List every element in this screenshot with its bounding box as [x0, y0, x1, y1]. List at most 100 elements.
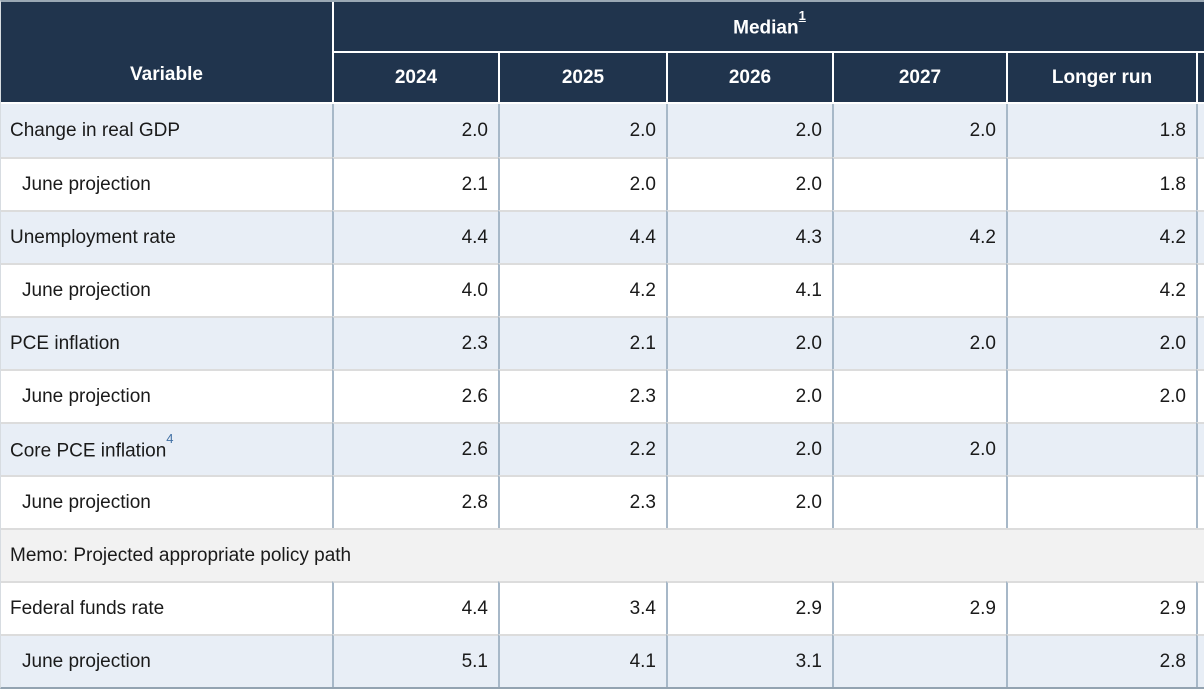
cell-longer-run: 1.8 [1006, 104, 1196, 157]
cropped-next-column-cell [1196, 210, 1204, 263]
cell-2025: 2.1 [498, 316, 666, 369]
cell-longer-run: 2.9 [1006, 581, 1196, 634]
cell-2027 [832, 369, 1006, 422]
row-core-pce-inflation: Core PCE inflation4 2.6 2.2 2.0 2.0 [1, 422, 1204, 475]
cell-2027: 2.0 [832, 422, 1006, 475]
cell-longer-run [1006, 475, 1196, 528]
table-body: Change in real GDP 2.0 2.0 2.0 2.0 1.8 J… [1, 104, 1204, 687]
cell-2025: 4.4 [498, 210, 666, 263]
cropped-next-column-cell [1196, 316, 1204, 369]
cropped-next-column-cell [1196, 422, 1204, 475]
cell-2024: 2.1 [332, 157, 498, 210]
cell-2027 [832, 475, 1006, 528]
cell-2025: 2.2 [498, 422, 666, 475]
row-pce-inflation-june: June projection 2.6 2.3 2.0 2.0 [1, 369, 1204, 422]
cell-2027: 4.2 [832, 210, 1006, 263]
cell-longer-run: 2.0 [1006, 369, 1196, 422]
cell-2027 [832, 634, 1006, 687]
cell-2026: 2.0 [666, 475, 832, 528]
cell-2027: 2.0 [832, 104, 1006, 157]
cell-longer-run: 2.8 [1006, 634, 1196, 687]
cell-2025: 4.2 [498, 263, 666, 316]
group-header-row: Variable Median1 [1, 2, 1204, 104]
cell-longer-run: 4.2 [1006, 263, 1196, 316]
variable-label: Federal funds rate [1, 581, 332, 634]
variable-label: PCE inflation [1, 316, 332, 369]
median-group-label: Median [733, 17, 799, 39]
row-unemployment-june: June projection 4.0 4.2 4.1 4.2 [1, 263, 1204, 316]
variable-column-header: Variable [1, 2, 332, 104]
row-gdp: Change in real GDP 2.0 2.0 2.0 2.0 1.8 [1, 104, 1204, 157]
memo-label: Memo: Projected appropriate policy path [1, 528, 1204, 581]
cell-longer-run [1006, 422, 1196, 475]
cell-2027 [832, 157, 1006, 210]
cell-2025: 2.0 [498, 104, 666, 157]
variable-label: June projection [1, 263, 332, 316]
cell-2024: 2.6 [332, 369, 498, 422]
variable-label: Core PCE inflation4 [1, 422, 332, 475]
cropped-next-column-cell [1196, 369, 1204, 422]
cell-2027: 2.9 [832, 581, 1006, 634]
cell-2024: 2.8 [332, 475, 498, 528]
row-memo: Memo: Projected appropriate policy path [1, 528, 1204, 581]
cell-2026: 4.1 [666, 263, 832, 316]
cropped-next-column-cell [1196, 104, 1204, 157]
column-header-2024: 2024 [332, 53, 498, 104]
core-pce-footnote-link[interactable]: 4 [166, 430, 174, 446]
row-federal-funds-rate-june: June projection 5.1 4.1 3.1 2.8 [1, 634, 1204, 687]
cropped-next-column-cell [1196, 581, 1204, 634]
variable-label: Change in real GDP [1, 104, 332, 157]
cell-longer-run: 1.8 [1006, 157, 1196, 210]
cropped-next-column-cell [1196, 157, 1204, 210]
cell-2026: 2.0 [666, 104, 832, 157]
cell-2027 [832, 263, 1006, 316]
cell-2025: 4.1 [498, 634, 666, 687]
cell-2026: 4.3 [666, 210, 832, 263]
table-header: Variable Median1 2024 2025 2026 2027 Lon… [1, 2, 1204, 104]
variable-label: June projection [1, 634, 332, 687]
column-header-longer-run: Longer run [1006, 53, 1196, 104]
cropped-next-column-cell [1196, 475, 1204, 528]
median-group-header: Median1 [332, 2, 1204, 53]
cell-2024: 2.6 [332, 422, 498, 475]
cell-2026: 3.1 [666, 634, 832, 687]
variable-label: Unemployment rate [1, 210, 332, 263]
cell-2024: 4.4 [332, 210, 498, 263]
cell-2024: 2.0 [332, 104, 498, 157]
cell-2026: 2.0 [666, 422, 832, 475]
cell-2027: 2.0 [832, 316, 1006, 369]
cell-2025: 2.3 [498, 475, 666, 528]
cell-2025: 2.3 [498, 369, 666, 422]
row-pce-inflation: PCE inflation 2.3 2.1 2.0 2.0 2.0 [1, 316, 1204, 369]
cell-2024: 5.1 [332, 634, 498, 687]
cell-longer-run: 4.2 [1006, 210, 1196, 263]
median-footnote-link[interactable]: 1 [798, 7, 806, 23]
cell-2025: 3.4 [498, 581, 666, 634]
cropped-next-column-cell [1196, 634, 1204, 687]
row-unemployment: Unemployment rate 4.4 4.4 4.3 4.2 4.2 [1, 210, 1204, 263]
variable-label-text: Core PCE inflation [10, 440, 167, 462]
column-header-2025: 2025 [498, 53, 666, 104]
column-header-2026: 2026 [666, 53, 832, 104]
row-core-pce-inflation-june: June projection 2.8 2.3 2.0 [1, 475, 1204, 528]
variable-label: June projection [1, 475, 332, 528]
cropped-next-column-cell [1196, 263, 1204, 316]
cell-2026: 2.0 [666, 369, 832, 422]
cell-2026: 2.0 [666, 157, 832, 210]
row-gdp-june: June projection 2.1 2.0 2.0 1.8 [1, 157, 1204, 210]
cell-2024: 4.0 [332, 263, 498, 316]
column-header-2027: 2027 [832, 53, 1006, 104]
cell-2026: 2.9 [666, 581, 832, 634]
cell-longer-run: 2.0 [1006, 316, 1196, 369]
cell-2025: 2.0 [498, 157, 666, 210]
year-header-row: 2024 2025 2026 2027 Longer run [1, 53, 1204, 104]
cropped-next-column-header [1196, 53, 1204, 104]
row-federal-funds-rate: Federal funds rate 4.4 3.4 2.9 2.9 2.9 [1, 581, 1204, 634]
cell-2024: 2.3 [332, 316, 498, 369]
cell-2026: 2.0 [666, 316, 832, 369]
cell-2024: 4.4 [332, 581, 498, 634]
variable-label: June projection [1, 157, 332, 210]
variable-label: June projection [1, 369, 332, 422]
